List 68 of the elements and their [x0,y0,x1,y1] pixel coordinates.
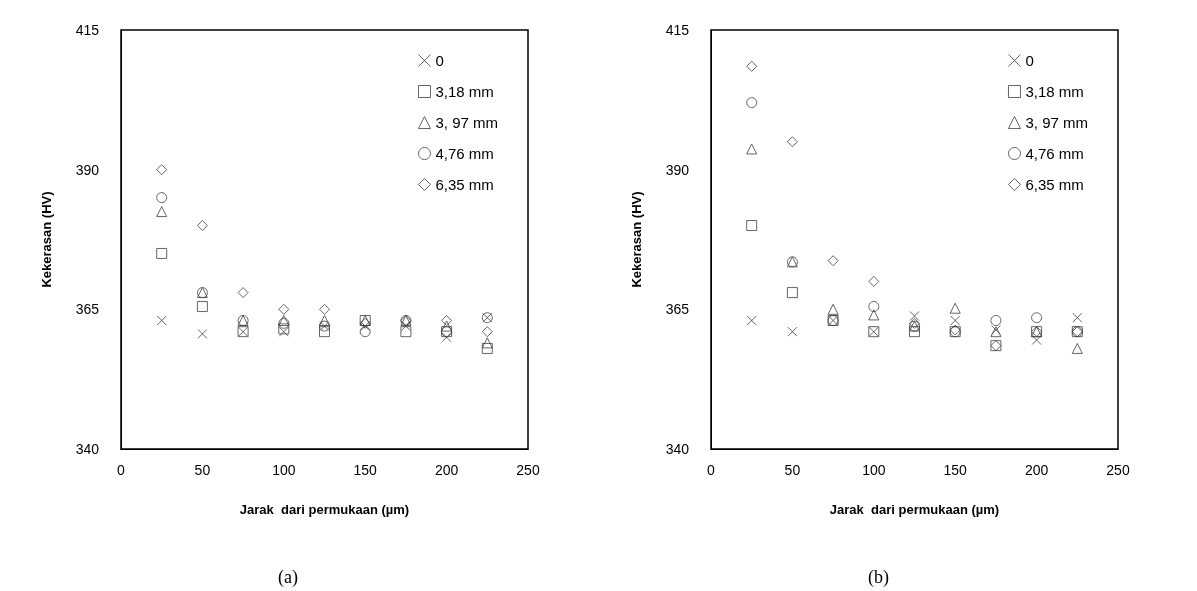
point [1031,335,1042,346]
x-tick-label: 50 [194,462,211,478]
legend-label: 4,76 mm [1025,145,1084,162]
point [746,315,757,326]
legend-label: 3,18 mm [435,83,494,100]
x-tick-label: 250 [1106,462,1130,478]
point [156,247,168,259]
point [787,326,798,337]
y-tick-label: 365 [665,301,690,318]
text: (a) [278,567,298,588]
point [909,311,920,322]
point [441,332,452,343]
point [441,320,453,332]
point [950,315,961,326]
x-tick-label: 150 [353,462,378,478]
point [481,337,493,349]
y-axis-title: Kekerasan (HV) [629,191,644,288]
point [868,309,880,321]
legend-label: 4,76 mm [435,145,494,162]
point [909,326,920,338]
point [481,342,493,354]
legend-label: 3, 97 mm [435,114,499,131]
point [1072,312,1083,323]
point [1031,312,1043,324]
point [400,326,412,338]
point [359,326,371,338]
point [156,192,168,204]
y-axis-title: Kekerasan (HV) [39,191,54,288]
point [1071,342,1083,354]
point [990,315,1002,326]
x-tick-label: 50 [784,462,801,478]
x-tick-label: 100 [862,462,886,478]
point [156,315,167,326]
legend-label: 0 [1025,52,1034,69]
y-tick-label: 340 [665,441,690,457]
point [786,287,798,299]
y-tick-label: 340 [75,441,100,457]
legend-label: 6,35 mm [1025,176,1084,193]
point [360,321,371,332]
point [319,326,330,338]
x-axis-title: Jarak dari permukaan (µm) [829,502,1000,517]
point [197,328,208,339]
point [746,97,758,109]
legend-label: 3,18 mm [1025,83,1084,100]
x-axis-title: Jarak dari permukaan (µm) [239,502,410,517]
point [746,143,758,155]
y-tick-label: 390 [665,161,690,178]
x-tick-label: 0 [117,462,126,478]
y-tick-label: 390 [75,161,100,178]
legend-label: 0 [435,52,444,69]
point [949,302,961,314]
x-tick-label: 150 [943,462,968,478]
x-tick-label: 100 [272,462,296,478]
x-tick-label: 250 [516,462,540,478]
x-tick-label: 200 [1024,462,1049,478]
point [868,301,880,313]
x-tick-label: 0 [707,462,716,478]
y-tick-label: 415 [75,22,100,38]
point [746,220,758,232]
point [827,303,839,315]
text: (b) [868,567,889,588]
point [156,206,168,218]
point [196,301,208,313]
legend-label: 6,35 mm [435,176,494,193]
y-tick-label: 365 [75,301,100,318]
x-tick-label: 200 [434,462,459,478]
legend-label: 3, 97 mm [1025,114,1089,131]
y-tick-label: 415 [665,22,690,38]
